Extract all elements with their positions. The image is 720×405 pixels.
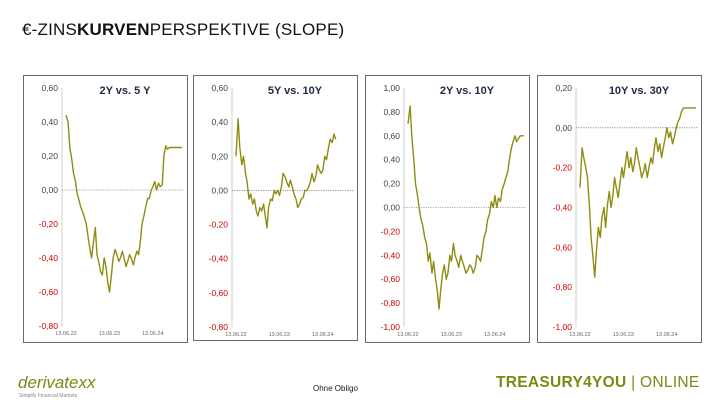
y-tick-label: 0,40 bbox=[383, 155, 400, 165]
y-tick-label: 0,20 bbox=[41, 151, 58, 161]
x-tick-label: 13.06.24 bbox=[142, 331, 163, 337]
y-tick-label: 0,60 bbox=[383, 131, 400, 141]
page-title: €-ZINSKURVENPERSPEKTIVE (SLOPE) bbox=[22, 20, 345, 39]
logo-tagline: Simplify Financial Markets bbox=[19, 393, 78, 399]
y-tick-label: 0,40 bbox=[211, 117, 228, 127]
y-tick-label: -0,20 bbox=[381, 226, 401, 236]
chart-title: 2Y vs. 5 Y bbox=[100, 85, 152, 97]
y-tick-label: -0,80 bbox=[553, 282, 573, 292]
chart-title: 5Y vs. 10Y bbox=[268, 85, 323, 97]
y-tick-label: -0,40 bbox=[39, 253, 59, 263]
footnote: Ohne Obligo bbox=[313, 384, 358, 393]
y-tick-label: -0,20 bbox=[209, 220, 229, 230]
x-tick-label: 13.06.23 bbox=[441, 332, 462, 338]
y-tick-label: -0,20 bbox=[39, 219, 59, 229]
y-tick-label: -1,00 bbox=[381, 322, 401, 332]
y-tick-label: -1,00 bbox=[553, 322, 573, 332]
x-tick-label: 13.06.24 bbox=[484, 332, 505, 338]
series-line-2y-vs-10y bbox=[407, 105, 524, 310]
y-tick-label: 0,20 bbox=[555, 83, 572, 93]
x-tick-label: 13.06.23 bbox=[99, 331, 120, 337]
x-tick-label: 13.06.22 bbox=[225, 332, 246, 338]
y-tick-label: 0,00 bbox=[211, 185, 228, 195]
y-tick-label: 0,20 bbox=[211, 151, 228, 161]
brand-wordmark: TREASURY4YOU | ONLINE bbox=[496, 374, 700, 391]
series-line-5y-vs-10y bbox=[235, 118, 337, 229]
chart-panel-2y-5y: 0,60 0,40 0,20 0,00 -0,20 -0,40 -0,60 -0,80 13.0… bbox=[23, 75, 188, 343]
y-tick-label: -0,40 bbox=[381, 250, 401, 260]
y-tick-label: 1,00 bbox=[383, 83, 400, 93]
chart-panel-5y-10y: 0,60 0,40 0,20 0,00 -0,20 -0,40 -0,60 -0,80 13.0… bbox=[193, 75, 358, 341]
y-tick-label: 0,00 bbox=[383, 203, 400, 213]
y-tick-label: 0,80 bbox=[383, 107, 400, 117]
y-tick-label: 0,60 bbox=[211, 83, 228, 93]
chart-panel-2y-10y: 1,00 0,80 0,60 0,40 0,20 0,00 -0,20 -0,40 -0,60 -… bbox=[365, 75, 530, 343]
y-tick-label: -0,60 bbox=[39, 287, 59, 297]
y-tick-label: 0,20 bbox=[383, 179, 400, 189]
y-tick-label: -0,60 bbox=[381, 274, 401, 284]
y-tick-label: -0,60 bbox=[553, 242, 573, 252]
x-tick-label: 13.06.23 bbox=[269, 332, 290, 338]
series-line-2y-vs-5-y bbox=[65, 114, 182, 293]
y-tick-label: -0,80 bbox=[39, 321, 59, 331]
x-tick-label: 13.06.22 bbox=[569, 332, 590, 338]
chart-title: 2Y vs. 10Y bbox=[440, 85, 495, 97]
x-tick-label: 13.06.22 bbox=[55, 331, 76, 337]
y-tick-label: 0,60 bbox=[41, 83, 58, 93]
chart-svg: 0,600,400,200,00-0,20-0,40-0,60-0,8013.0… bbox=[39, 83, 184, 337]
x-tick-label: 13.06.22 bbox=[397, 332, 418, 338]
y-tick-label: -0,80 bbox=[209, 322, 229, 332]
x-tick-label: 13.06.23 bbox=[613, 332, 634, 338]
chart-svg: 1,00 0,80 0,60 0,40 0,20 0,00 -0,20 -0,40 -0,60 -… bbox=[381, 83, 526, 338]
y-tick-label: -0,40 bbox=[553, 203, 573, 213]
y-tick-label: 0,00 bbox=[555, 123, 572, 133]
derivatexx-logo: derivatexx Simplify Financial Markets bbox=[18, 372, 123, 405]
y-tick-label: 0,40 bbox=[41, 117, 58, 127]
y-tick-label: -0,20 bbox=[553, 163, 573, 173]
series-line-10y-vs-30y bbox=[579, 107, 696, 278]
x-tick-label: 13.06.24 bbox=[312, 332, 333, 338]
chart-title: 10Y vs. 30Y bbox=[609, 85, 670, 97]
y-tick-label: -0,60 bbox=[209, 288, 229, 298]
logo-text: derivatexx bbox=[18, 373, 96, 392]
y-tick-label: -0,80 bbox=[381, 298, 401, 308]
y-tick-label: 0,00 bbox=[41, 185, 58, 195]
x-tick-label: 13.06.24 bbox=[656, 332, 677, 338]
chart-svg: 0,600,400,200,00-0,20-0,40-0,60-0,8013.0… bbox=[209, 83, 354, 338]
chart-panel-10y-30y: 0,20 0,00 -0,20 -0,40 -0,60 -0,80 -1,00 13.06.2… bbox=[537, 75, 702, 343]
chart-svg: 0,200,00-0,20-0,40-0,60-0,80-1,0013.06.2… bbox=[553, 83, 698, 338]
y-tick-label: -0,40 bbox=[209, 254, 229, 264]
